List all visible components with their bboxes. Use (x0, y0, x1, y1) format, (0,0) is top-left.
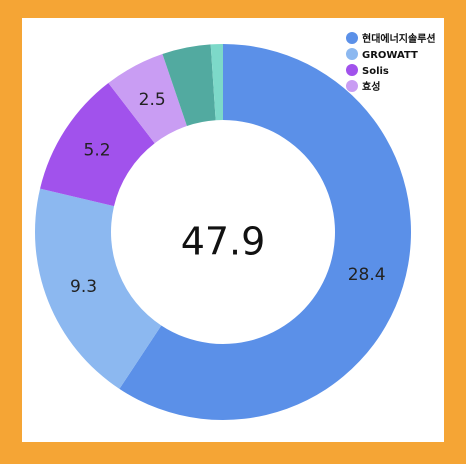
legend-label: 현대에너지솔루션 (362, 32, 436, 45)
data-label: 9.3 (70, 277, 97, 297)
donut-segment (35, 188, 162, 389)
legend-label: GROWATT (362, 50, 418, 61)
donut-segment (108, 54, 187, 144)
data-label: 5.2 (84, 141, 111, 161)
legend-swatch (346, 48, 358, 60)
legend-swatch (346, 32, 358, 44)
legend-swatch (346, 64, 358, 76)
center-total: 47.9 (181, 220, 266, 264)
donut-segment (40, 83, 155, 207)
data-label: 28.4 (348, 265, 386, 285)
legend-label: 효성 (362, 80, 380, 93)
donut-segment (210, 44, 223, 121)
donut-segment (119, 44, 412, 421)
data-label: 2.5 (139, 90, 166, 110)
legend-label: Solis (362, 66, 389, 77)
donut-segment (162, 44, 216, 126)
legend-swatch (346, 80, 358, 92)
